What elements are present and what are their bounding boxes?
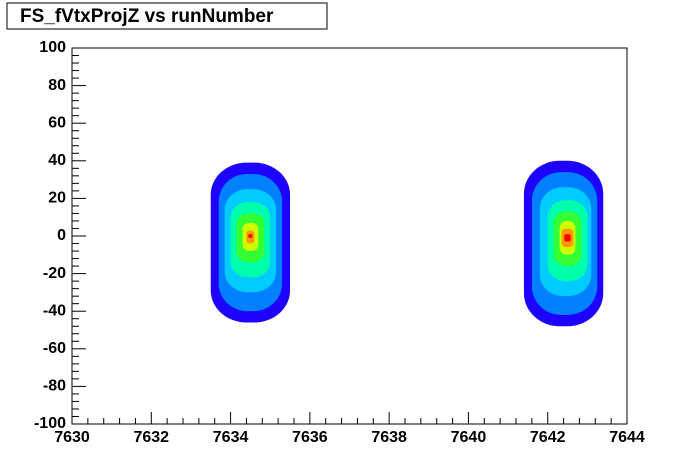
x-tick-label: 7644 [609,429,645,446]
y-tick-label: 80 [48,77,66,94]
y-tick-label: -40 [43,302,66,319]
y-tick-label: 40 [48,152,66,169]
x-tick-label: 7636 [292,429,328,446]
y-tick-label: 20 [48,190,66,207]
contour-level [248,234,253,238]
x-tick-label: 7640 [451,429,487,446]
x-tick-label: 7632 [133,429,169,446]
y-tick-label: 60 [48,114,66,131]
x-tick-label: 7630 [54,429,90,446]
y-tick-label: -100 [34,415,66,432]
title-box [6,2,328,30]
chart-title: FS_fVtxProjZ vs runNumber [20,6,274,27]
x-tick-label: 7642 [530,429,566,446]
y-tick-label: 100 [39,39,66,56]
y-tick-label: -60 [43,340,66,357]
contour-level [564,234,571,242]
y-tick-label: -80 [43,378,66,395]
x-tick-label: 7638 [371,429,407,446]
x-tick-label: 7634 [213,429,249,446]
y-tick-label: -20 [43,265,66,282]
y-tick-label: 0 [57,227,66,244]
